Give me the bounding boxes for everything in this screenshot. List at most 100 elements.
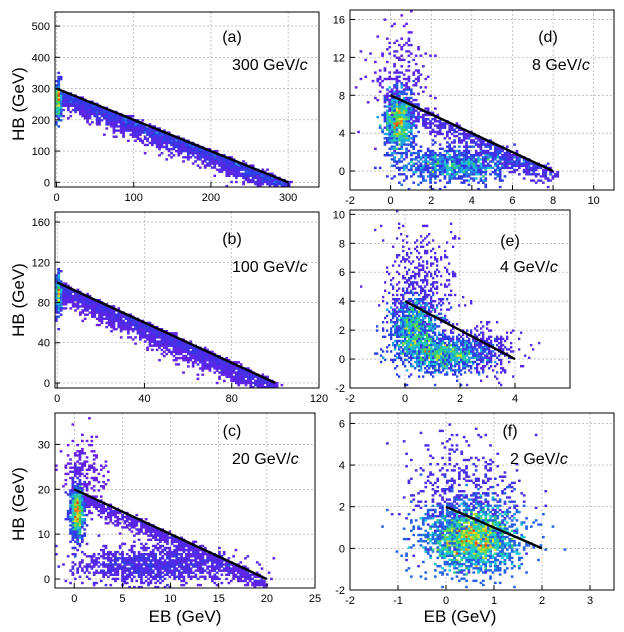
density-cell: [414, 84, 418, 87]
density-cell: [420, 289, 423, 292]
density-cell: [64, 307, 68, 310]
y-tick-label: 0: [44, 177, 50, 189]
density-cell: [102, 555, 105, 558]
density-cell: [430, 300, 433, 303]
density-cell: [406, 281, 409, 284]
density-cell: [422, 298, 425, 301]
density-cell: [71, 507, 75, 511]
density-cell: [444, 254, 447, 257]
density-cell: [426, 156, 430, 159]
density-cell: [420, 304, 423, 307]
density-cell: [416, 356, 419, 359]
density-cell: [57, 305, 61, 308]
density-cell: [167, 342, 171, 345]
density-cell: [414, 241, 417, 244]
density-cell: [450, 350, 453, 353]
density-cell: [383, 132, 387, 136]
density-cell: [453, 168, 456, 172]
density-cell: [93, 110, 97, 114]
density-cell: [432, 308, 435, 311]
density-cell: [390, 333, 393, 336]
density-cell: [139, 131, 142, 134]
density-cell: [179, 139, 183, 142]
density-cell: [443, 137, 447, 140]
density-cell: [494, 352, 497, 355]
density-cell: [364, 58, 368, 62]
density-cell: [419, 156, 423, 159]
density-cell: [484, 339, 487, 343]
density-cell: [488, 367, 491, 370]
density-cell: [528, 356, 531, 359]
density-cell: [474, 137, 478, 140]
density-cell: [235, 381, 238, 385]
density-cell: [392, 341, 395, 345]
density-cell: [458, 175, 461, 178]
density-cell: [167, 340, 171, 343]
density-cell: [426, 164, 430, 167]
density-cell: [424, 77, 428, 81]
density-cell: [520, 164, 524, 167]
density-cell: [467, 162, 471, 165]
density-cell: [220, 369, 224, 372]
density-cell: [141, 325, 145, 329]
density-cell: [105, 325, 109, 329]
density-cell: [506, 160, 509, 163]
density-cell: [91, 121, 94, 124]
density-cell: [83, 509, 87, 513]
density-cell: [410, 31, 413, 34]
density-cell: [91, 112, 94, 116]
density-cell: [395, 107, 399, 110]
density-cell: [57, 96, 61, 99]
density-cell: [177, 561, 181, 564]
density-cell: [416, 346, 419, 349]
density-cell: [208, 164, 212, 167]
density-cell: [378, 75, 382, 78]
density-cell: [420, 318, 423, 322]
density-cell: [206, 363, 209, 366]
density-cell: [201, 350, 205, 354]
density-cell: [474, 143, 478, 146]
density-cell: [458, 145, 461, 148]
density-cell: [163, 344, 166, 347]
density-cell: [158, 342, 161, 345]
density-cell: [431, 187, 435, 191]
density-cell: [443, 177, 447, 180]
density-cell: [406, 369, 409, 372]
density-cell: [129, 121, 133, 124]
density-cell: [91, 309, 94, 312]
density-cell: [57, 290, 61, 294]
density-cell: [422, 306, 425, 309]
density-cell: [81, 319, 85, 323]
density-cell: [194, 354, 197, 358]
density-cell: [376, 77, 380, 81]
density-cell: [436, 341, 439, 345]
density-cell: [398, 115, 401, 119]
density-cell: [76, 468, 79, 471]
density-cell: [203, 361, 207, 364]
density-cell: [55, 114, 58, 118]
x-tick-label: 100: [125, 192, 143, 204]
density-cell: [175, 557, 179, 560]
density-cell: [76, 296, 80, 300]
density-cell: [484, 151, 488, 155]
density-cell: [456, 369, 459, 372]
density-cell: [105, 117, 109, 120]
density-cell: [438, 344, 441, 347]
density-cell: [424, 237, 427, 240]
density-cell: [128, 559, 131, 562]
density-cell: [392, 333, 395, 336]
density-cell: [122, 325, 125, 329]
density-cell: [211, 152, 214, 155]
density-cell: [172, 348, 176, 352]
density-cell: [455, 154, 459, 157]
density-cell: [416, 266, 419, 269]
density-cell: [408, 298, 411, 301]
density-cell: [62, 114, 65, 118]
density-cell: [453, 162, 456, 165]
density-cell: [398, 287, 401, 290]
density-cell: [201, 147, 205, 151]
density-cell: [512, 375, 515, 378]
density-cell: [410, 113, 413, 117]
density-cell: [230, 156, 233, 159]
density-cell: [412, 302, 415, 305]
